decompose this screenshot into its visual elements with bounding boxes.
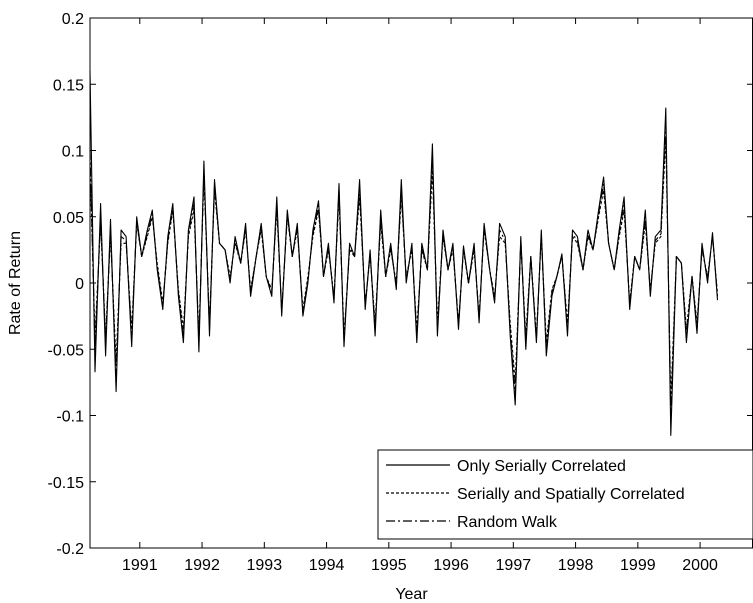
y-tick-label: 0.2	[62, 11, 84, 28]
y-tick-label: 0.05	[53, 210, 84, 227]
y-tick-label: -0.2	[56, 541, 84, 558]
legend-label-serially-and-spatially-correlated: Serially and Spatially Correlated	[457, 486, 685, 503]
x-tick-label: 1992	[184, 557, 220, 574]
legend-label-random-walk: Random Walk	[457, 514, 558, 531]
x-tick-label: 1995	[371, 557, 407, 574]
series-line-3	[89, 123, 719, 417]
y-tick-label: -0.1	[56, 409, 84, 426]
x-tick-label: 1991	[122, 557, 158, 574]
y-axis-label: Rate of Return	[7, 231, 24, 335]
series-layer	[89, 70, 719, 436]
y-tick-label: -0.05	[48, 342, 85, 359]
x-tick-label: 1998	[558, 557, 594, 574]
x-tick-label: 1994	[309, 557, 345, 574]
x-tick-label: 1999	[620, 557, 656, 574]
ticks-layer: -0.2 -0.15 -0.1 -0.05 0 0.05 0.1 0.15 0.2 1991 199…	[48, 11, 753, 574]
y-tick-label: 0.1	[62, 144, 84, 161]
y-tick-label: -0.15	[48, 475, 85, 492]
x-axis-label: Year	[395, 586, 428, 603]
y-tick-label: 0	[75, 276, 84, 293]
x-tick-label: 1997	[496, 557, 532, 574]
y-tick-label: 0.15	[53, 77, 84, 94]
legend-label-only-serially-correlated: Only Serially Correlated	[457, 458, 626, 475]
x-tick-label: 1996	[433, 557, 469, 574]
legend: Only Serially Correlated Serially and Sp…	[377, 449, 753, 540]
x-tick-label: 1993	[247, 557, 283, 574]
x-tick-label: 2000	[682, 557, 718, 574]
